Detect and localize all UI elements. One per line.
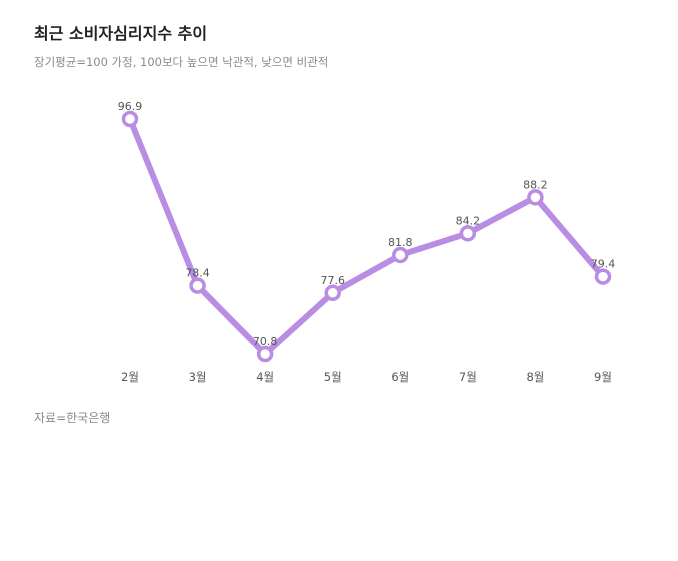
data-label: 96.9 xyxy=(118,100,143,113)
x-tick-label: 6월 xyxy=(391,370,409,384)
data-point xyxy=(189,277,206,294)
data-point xyxy=(256,345,274,363)
data-label: 81.8 xyxy=(388,236,413,249)
data-point xyxy=(392,246,409,264)
data-point xyxy=(459,225,477,242)
chart-subtitle: 장기평균=100 가정, 100보다 높으면 낙관적, 낮으면 비관적 xyxy=(34,55,329,69)
x-tick-label: 8월 xyxy=(526,370,544,384)
data-point xyxy=(324,284,341,302)
x-tick-label: 4월 xyxy=(256,370,274,384)
x-tick-label: 9월 xyxy=(594,370,612,384)
data-label: 79.4 xyxy=(591,258,616,271)
data-point xyxy=(121,110,139,128)
chart-title: 최근 소비자심리지수 추이 xyxy=(34,24,208,43)
chart-header: 최근 소비자심리지수 추이 장기평균=100 가정, 100보다 높으면 낙관적… xyxy=(34,22,328,70)
x-tick-label: 5월 xyxy=(324,370,342,384)
data-label: 78.4 xyxy=(185,267,210,280)
chart-source: 자료=한국은행 xyxy=(34,411,111,425)
data-label: 84.2 xyxy=(456,214,481,227)
data-point xyxy=(527,189,544,206)
x-tick-label: 7월 xyxy=(459,370,477,384)
line-chart: 96.9 78.4 70.8 77.6 81.8 84.2 88.2 79.4 2월 3월 4월 5월… xyxy=(118,100,616,384)
x-tick-label: 3월 xyxy=(189,370,207,384)
data-label: 70.8 xyxy=(253,335,278,348)
data-label: 88.2 xyxy=(523,178,548,191)
series-line xyxy=(127,116,606,357)
x-tick-label: 2월 xyxy=(121,370,139,384)
data-label: 77.6 xyxy=(320,274,345,287)
data-point xyxy=(594,268,612,285)
